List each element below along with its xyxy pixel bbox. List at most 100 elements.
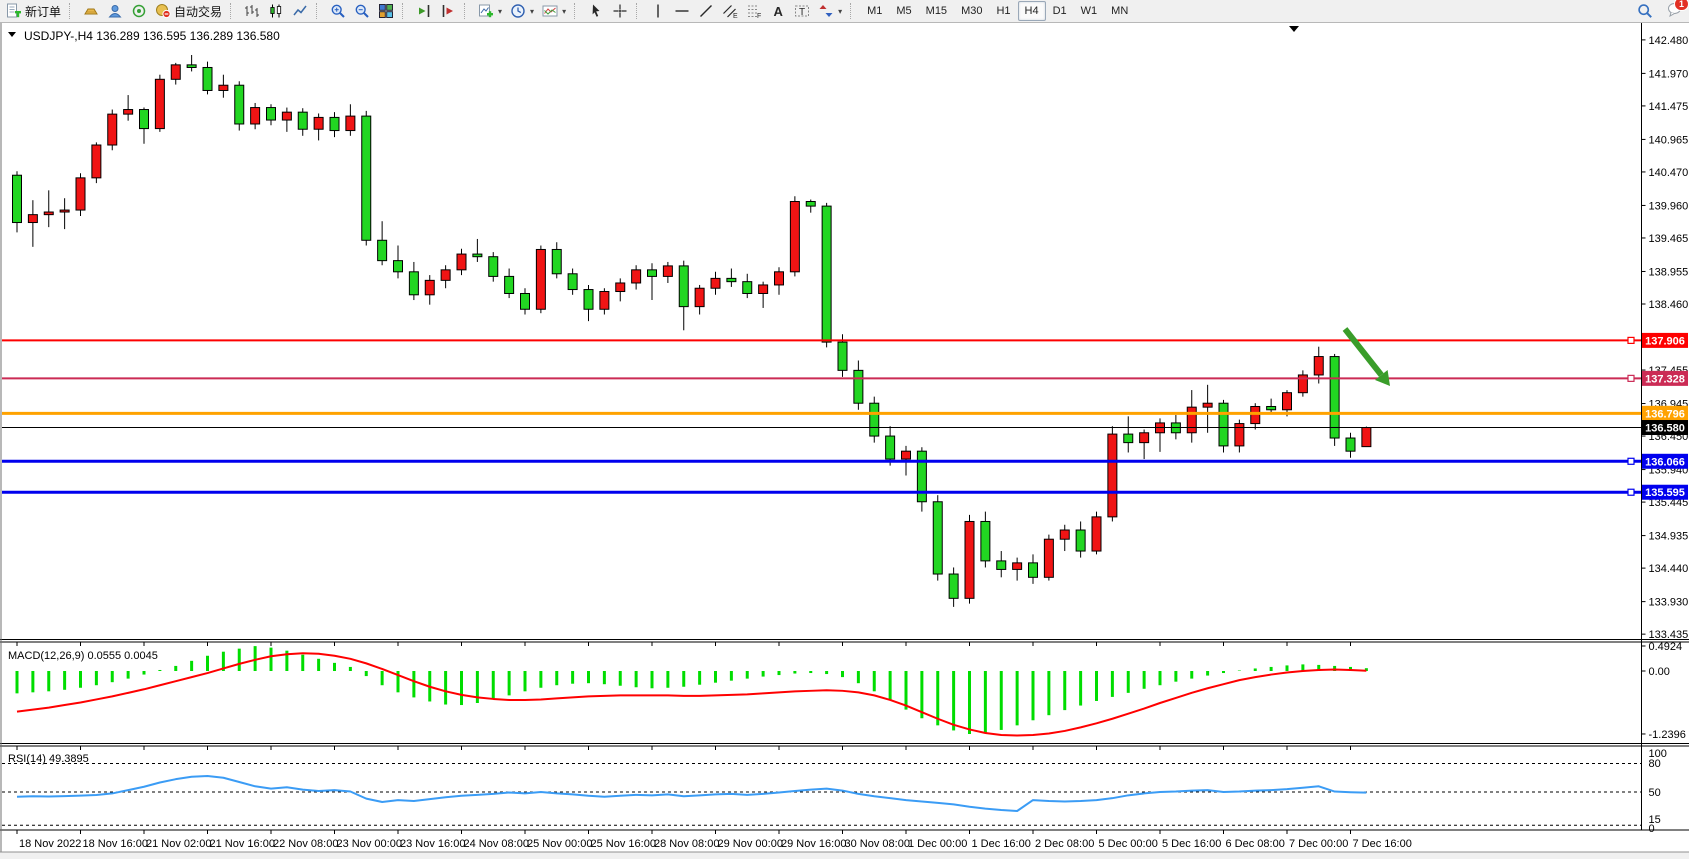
bear-candle bbox=[488, 256, 499, 277]
search-icon bbox=[1638, 4, 1652, 18]
timeframe-m5[interactable]: M5 bbox=[896, 5, 912, 17]
bear-candle bbox=[234, 84, 245, 125]
bear-candle bbox=[139, 109, 149, 130]
bull-candle bbox=[1091, 516, 1102, 552]
trendline-tool[interactable] bbox=[694, 0, 718, 22]
price-tick-label: 134.440 bbox=[1649, 563, 1689, 575]
bull-candle bbox=[123, 109, 134, 115]
timeframe-m1[interactable]: M1 bbox=[867, 5, 883, 17]
bull-candle bbox=[154, 78, 165, 130]
dropdown-caret-icon[interactable]: ▾ bbox=[530, 6, 535, 16]
symbol-ohlc-text: USDJPY-,H4 136.289 136.595 136.289 136.5… bbox=[24, 29, 280, 43]
horizontal-line-tool[interactable] bbox=[670, 0, 694, 22]
level-line-136.066[interactable] bbox=[2, 457, 1642, 465]
community-button[interactable] bbox=[103, 0, 127, 22]
bull-candle bbox=[313, 116, 324, 130]
level-line-137.328[interactable] bbox=[2, 374, 1642, 382]
bear-candle bbox=[361, 115, 372, 241]
timeframe-h4[interactable]: H4 bbox=[1017, 1, 1046, 21]
crosshair-tool-button[interactable] bbox=[608, 0, 632, 22]
notifications-button[interactable]: 1 bbox=[1667, 0, 1689, 22]
bull-candle bbox=[170, 64, 181, 80]
text-tool[interactable]: A bbox=[766, 0, 790, 22]
timeframe-m30[interactable]: M30 bbox=[961, 5, 983, 17]
collapse-triangle-icon[interactable] bbox=[8, 32, 16, 37]
bull-candle bbox=[789, 201, 800, 273]
signals-button[interactable] bbox=[127, 0, 151, 22]
timeframe-m15[interactable]: M15 bbox=[925, 5, 948, 17]
timeframe-mn[interactable]: MN bbox=[1111, 5, 1129, 17]
horizontal-line-icon bbox=[675, 10, 689, 12]
zoom-out-button[interactable] bbox=[350, 0, 374, 22]
text-icon: A bbox=[774, 4, 784, 19]
timeframe-d1[interactable]: D1 bbox=[1052, 5, 1067, 17]
deposit-button[interactable] bbox=[79, 0, 103, 22]
date-label: 30 Nov 08:00 bbox=[845, 838, 910, 850]
level-handle[interactable] bbox=[1627, 374, 1635, 382]
scroll-to-end-button[interactable] bbox=[412, 0, 436, 22]
chart-shift-marker-icon[interactable] bbox=[1289, 26, 1299, 32]
templates-button[interactable]: ▾ bbox=[538, 0, 570, 22]
macd-tick-label: 0.00 bbox=[1649, 666, 1670, 678]
macd-panel: 0.4924 0.00 -1.2396 MACD(12,26,9) 0.0555 0.… bbox=[8, 641, 1686, 741]
bull-candle bbox=[345, 115, 356, 132]
dropdown-caret-icon[interactable]: ▾ bbox=[498, 6, 503, 16]
tile-windows-button[interactable] bbox=[374, 0, 398, 22]
price-tick-label: 133.930 bbox=[1649, 597, 1689, 609]
chart-shift-button[interactable] bbox=[436, 0, 460, 22]
autotrading-button[interactable]: 自动交易 bbox=[151, 0, 226, 22]
timeframe-w1[interactable]: W1 bbox=[1080, 5, 1098, 17]
fibonacci-tool[interactable]: F bbox=[742, 0, 766, 22]
level-handle[interactable] bbox=[1627, 488, 1635, 496]
svg-text:136.796: 136.796 bbox=[1645, 408, 1685, 420]
bull-candle bbox=[1186, 406, 1197, 434]
bear-candle bbox=[726, 277, 737, 283]
bull-candle bbox=[1012, 562, 1023, 570]
date-label: 25 Nov 16:00 bbox=[591, 838, 656, 850]
annotation-arrow[interactable] bbox=[1342, 327, 1390, 386]
bull-candle bbox=[1282, 392, 1292, 411]
zoom-in-button[interactable] bbox=[326, 0, 350, 22]
bull-candle bbox=[75, 177, 86, 211]
price-badge-137.906: 137.906 bbox=[1642, 332, 1688, 348]
price-tick-label: 138.955 bbox=[1649, 266, 1689, 278]
cursor-icon bbox=[592, 4, 600, 17]
chart-background bbox=[0, 22, 1689, 852]
bull-candle bbox=[250, 107, 261, 125]
new-order-button[interactable]: 新订单 bbox=[2, 0, 65, 22]
level-line-137.906[interactable] bbox=[2, 336, 1642, 344]
level-line-135.595[interactable] bbox=[2, 488, 1642, 496]
bull-candle bbox=[59, 209, 70, 213]
bear-candle bbox=[821, 205, 832, 343]
bear-candle bbox=[647, 269, 657, 277]
bear-candle bbox=[393, 260, 403, 273]
bull-candle bbox=[535, 248, 546, 310]
arrows-tool[interactable]: ▾ bbox=[814, 0, 846, 22]
price-tick-label: 134.935 bbox=[1649, 531, 1689, 543]
bull-candle bbox=[456, 253, 467, 271]
periods-button[interactable]: ▾ bbox=[506, 0, 538, 22]
equidistant-channel-tool[interactable]: E bbox=[718, 0, 742, 22]
dropdown-caret-icon[interactable]: ▾ bbox=[562, 6, 567, 16]
bear-candle bbox=[1345, 437, 1356, 452]
bear-candle bbox=[472, 253, 483, 258]
vertical-line-tool[interactable] bbox=[646, 0, 670, 22]
svg-text:136.066: 136.066 bbox=[1645, 456, 1685, 468]
dropdown-caret-icon[interactable]: ▾ bbox=[838, 6, 843, 16]
bear-candle bbox=[1266, 405, 1277, 411]
bear-candle bbox=[1123, 433, 1134, 444]
search-button[interactable] bbox=[1633, 0, 1657, 22]
rsi-tick-label: 100 bbox=[1649, 748, 1667, 760]
level-handle[interactable] bbox=[1627, 336, 1635, 344]
toolbar-separator bbox=[402, 3, 408, 19]
text-label-tool[interactable]: T bbox=[790, 0, 814, 22]
level-handle[interactable] bbox=[1627, 457, 1635, 465]
new-chart-button[interactable]: ▾ bbox=[474, 0, 506, 22]
candle-chart-button[interactable] bbox=[264, 0, 288, 22]
timeframe-h1[interactable]: H1 bbox=[996, 5, 1011, 17]
cursor-tool-button[interactable] bbox=[584, 0, 608, 22]
bar-chart-button[interactable] bbox=[240, 0, 264, 22]
line-chart-button[interactable] bbox=[288, 0, 312, 22]
